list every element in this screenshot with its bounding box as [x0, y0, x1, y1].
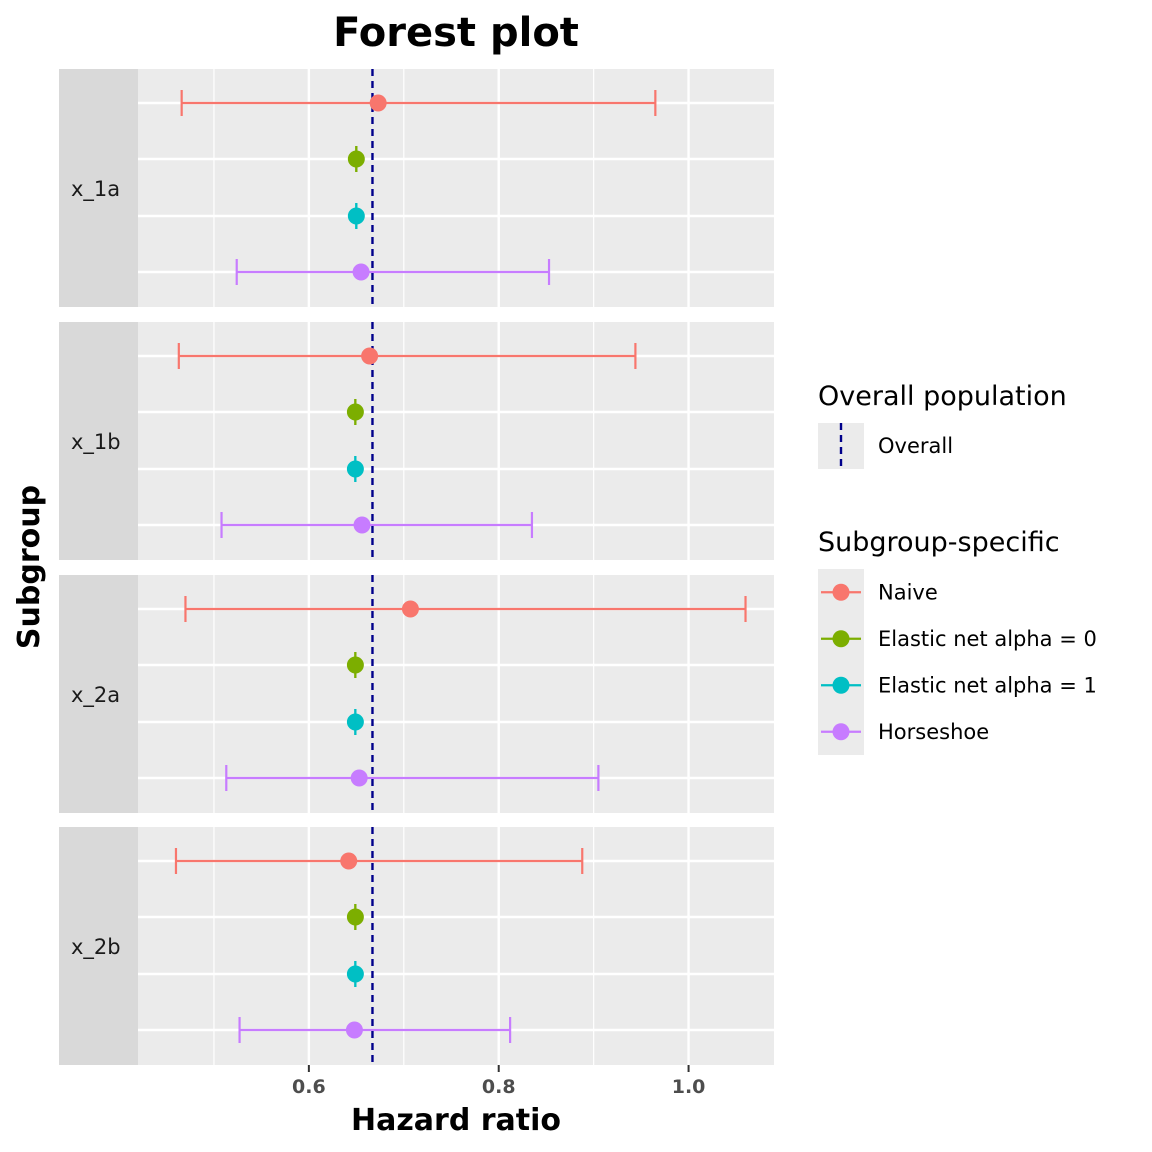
estimate-x_1b-naive: [177, 343, 637, 369]
legend-key-point: [832, 676, 850, 694]
panel-x_2a: x_2a: [59, 575, 774, 813]
estimate-point: [346, 965, 364, 983]
panel-background: [138, 575, 774, 813]
x-tick-label: 0.8: [482, 1076, 516, 1098]
estimate-x_2a-horseshoe: [225, 765, 600, 791]
legend: Overall population Overall Subgroup-spec…: [818, 381, 1097, 755]
estimate-point: [361, 347, 379, 365]
x-axis: 0.6 0.8 1.0: [292, 1065, 705, 1098]
legend-label-elastic-net-alpha-0: Elastic net alpha = 0: [878, 627, 1097, 651]
x-tick-label: 0.6: [292, 1076, 326, 1098]
chart-title: Forest plot: [333, 10, 579, 56]
estimate-point: [369, 94, 387, 112]
estimate-x_2b-horseshoe: [238, 1017, 512, 1043]
estimate-x_1a-naive: [180, 90, 657, 116]
strip-label-x_2a: x_2a: [71, 683, 120, 708]
panel-x_1a: x_1a: [59, 69, 774, 307]
legend-label-elastic-net-alpha-1: Elastic net alpha = 1: [878, 673, 1097, 697]
strip-label-x_2b: x_2b: [71, 935, 121, 960]
strip-background: [59, 69, 138, 307]
estimate-point: [346, 460, 364, 478]
estimate-point: [353, 516, 371, 534]
legend-series-entries: Naive Elastic net alpha = 0 Elastic net al…: [818, 569, 1097, 755]
estimate-point: [340, 852, 358, 870]
legend-key-point: [832, 723, 850, 741]
estimate-point: [346, 403, 364, 421]
estimate-point: [352, 263, 370, 281]
legend-label-overall: Overall: [878, 434, 953, 458]
estimate-point: [347, 150, 365, 168]
estimate-x_2a-naive: [184, 596, 747, 622]
facet-panels: x_1a x_1b x_2a x_2b: [59, 69, 774, 1065]
estimate-point: [346, 908, 364, 926]
panel-background: [138, 827, 774, 1065]
legend-reference-entry: Overall: [818, 423, 953, 469]
legend-label-horseshoe: Horseshoe: [878, 720, 989, 744]
estimate-x_1a-horseshoe: [235, 259, 551, 285]
estimate-point: [346, 656, 364, 674]
estimate-point: [346, 713, 364, 731]
estimate-x_1b-horseshoe: [220, 512, 534, 538]
x-tick-label: 1.0: [672, 1076, 706, 1098]
panel-background: [138, 322, 774, 560]
panel-x_2b: x_2b: [59, 827, 774, 1065]
strip-label-x_1b: x_1b: [71, 430, 121, 455]
legend-key-point: [832, 630, 850, 648]
x-axis-title: Hazard ratio: [351, 1103, 561, 1138]
legend-title-subgroup: Subgroup-specific: [818, 527, 1060, 558]
strip-background: [59, 322, 138, 560]
estimate-x_2b-naive: [174, 848, 584, 874]
strip-label-x_1a: x_1a: [71, 177, 120, 202]
legend-label-naive: Naive: [878, 580, 938, 604]
legend-title-overall: Overall population: [818, 381, 1067, 412]
legend-key-point: [832, 583, 850, 601]
y-axis-title: Subgroup: [12, 485, 47, 649]
estimate-point: [347, 207, 365, 225]
estimate-point: [401, 600, 419, 618]
panel-background: [138, 69, 774, 307]
strip-background: [59, 575, 138, 813]
panel-x_1b: x_1b: [59, 322, 774, 560]
estimate-point: [345, 1021, 363, 1039]
estimate-point: [350, 769, 368, 787]
strip-background: [59, 827, 138, 1065]
